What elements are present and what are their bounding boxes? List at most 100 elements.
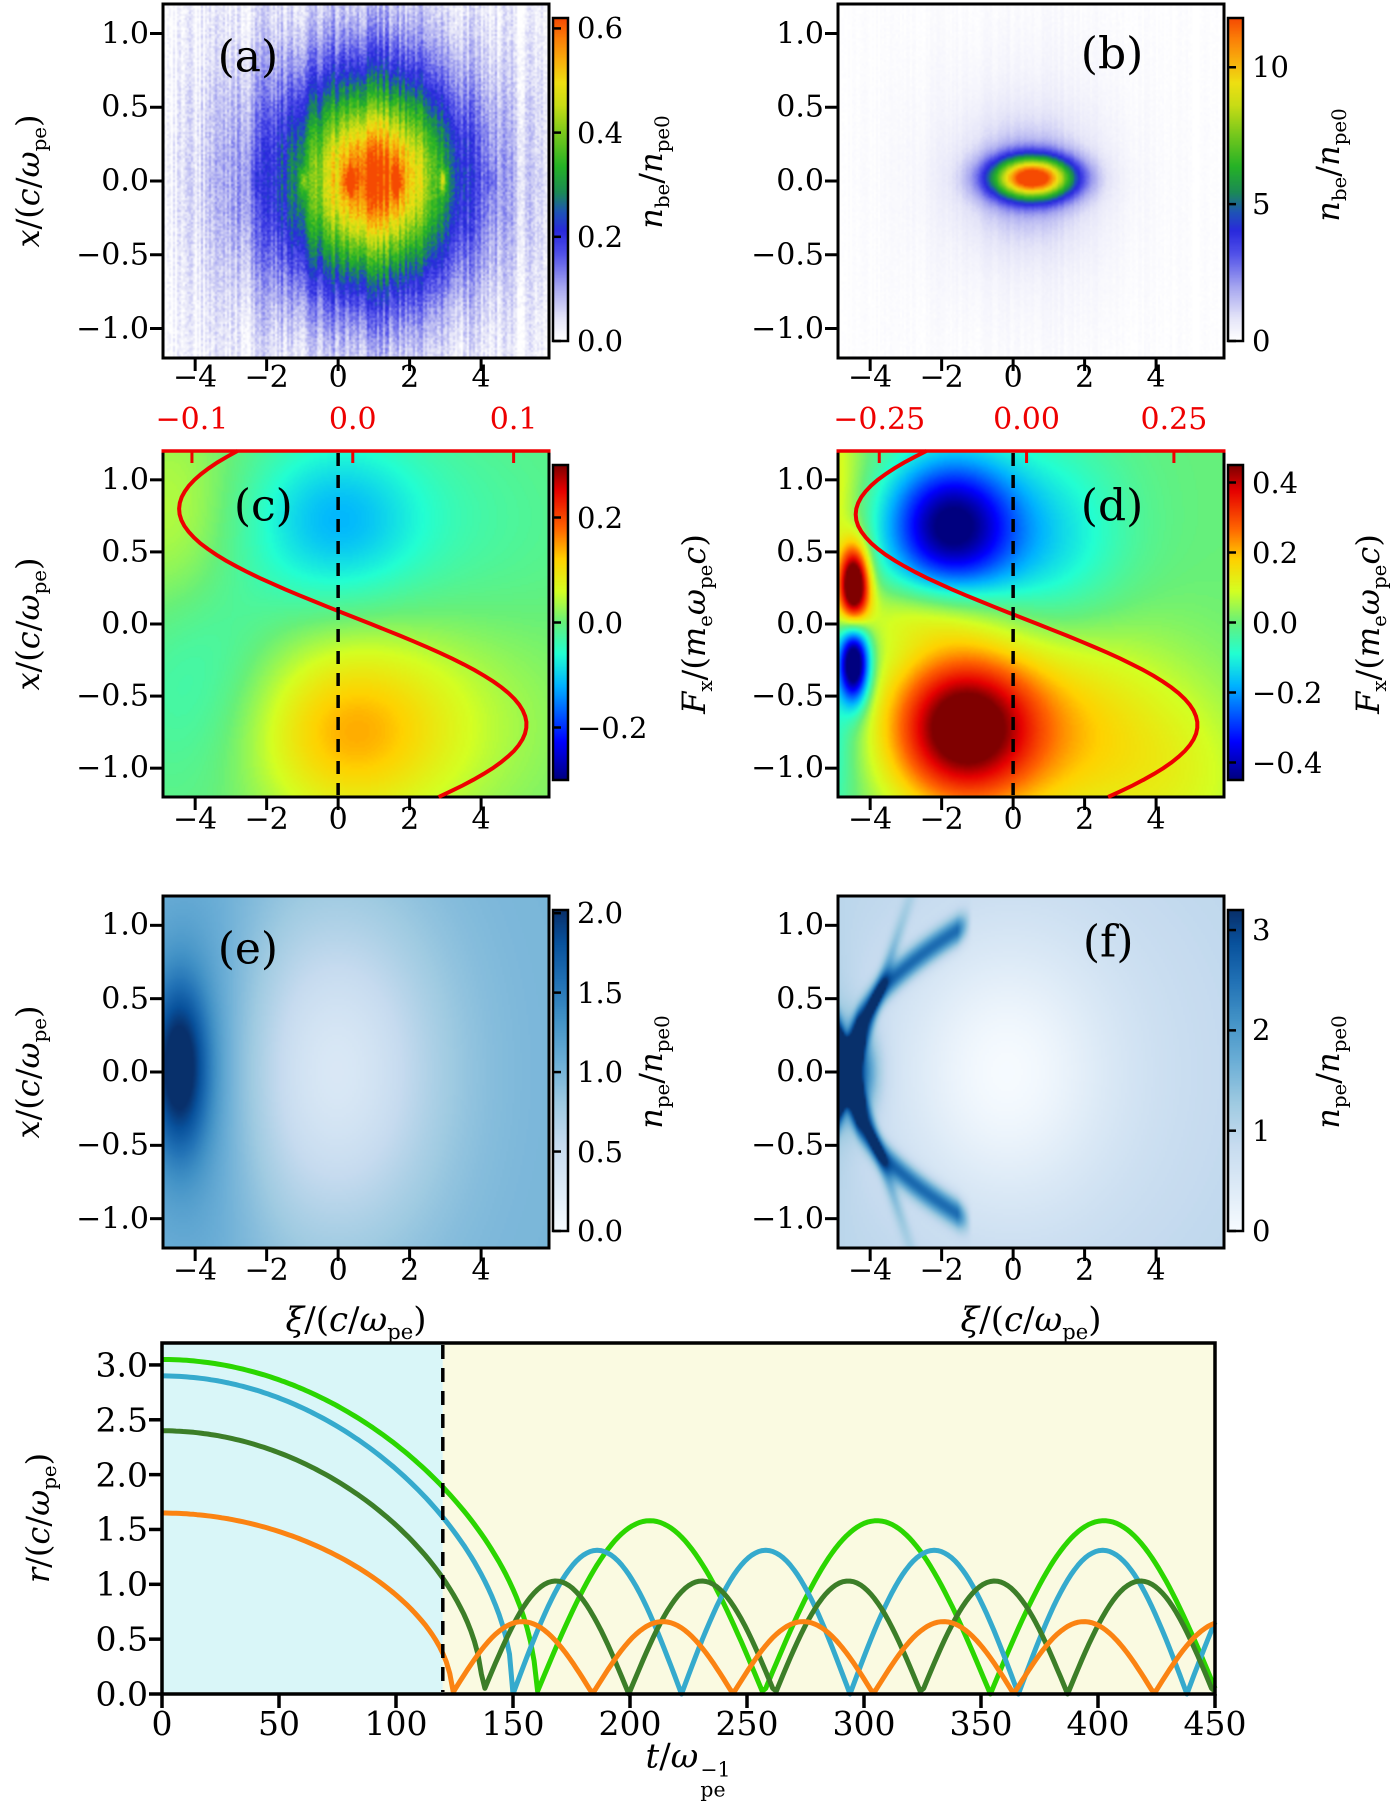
x-tick-label: 2 bbox=[400, 360, 420, 395]
colorbar-tick-label: 0 bbox=[1252, 1214, 1271, 1248]
y-tick-label: 1.0 bbox=[101, 462, 149, 498]
y-tick-label: 0.0 bbox=[776, 163, 824, 199]
colorbar-tick-label: 3 bbox=[1252, 913, 1271, 948]
colorbar-tick-label: 10 bbox=[1252, 50, 1289, 85]
g-x-tick-label: 350 bbox=[949, 1704, 1013, 1743]
x-tick-label: 4 bbox=[1146, 360, 1166, 395]
y-tick-label: 0.0 bbox=[101, 1054, 149, 1090]
g-x-tick-label: 450 bbox=[1183, 1704, 1247, 1743]
panel-letter-g: (g) bbox=[505, 1378, 569, 1430]
colorbar-tick-label: 0.2 bbox=[577, 500, 624, 535]
red-tick-label: 0.0 bbox=[328, 402, 377, 437]
g-x-axis-label: t/ω −1 pe bbox=[645, 1736, 731, 1801]
g-y-tick-label: 1.5 bbox=[95, 1509, 148, 1549]
y-tick-label: 1.0 bbox=[776, 16, 824, 51]
colorbar-tick-label: 1.0 bbox=[577, 1055, 624, 1090]
panel-letter-a: (a) bbox=[217, 31, 279, 83]
x-tick-label: 2 bbox=[400, 1253, 420, 1288]
colorbar-label-b: nbe/npe0 bbox=[1308, 108, 1352, 222]
x-tick-label: 4 bbox=[1146, 1253, 1166, 1288]
g-x-tick-label: 150 bbox=[481, 1704, 545, 1743]
x-tick-label: −2 bbox=[244, 1253, 289, 1288]
colorbar-b bbox=[1228, 18, 1243, 341]
x-tick-label: 0 bbox=[328, 802, 348, 837]
g-y-tick-label: 3.0 bbox=[95, 1345, 148, 1385]
x-axis-label-e: ξ/(c/ωpe) bbox=[285, 1300, 427, 1344]
y-tick-label: −0.5 bbox=[76, 1127, 149, 1163]
g-x-tick-label: 300 bbox=[832, 1704, 896, 1743]
x-tick-label: 4 bbox=[471, 802, 491, 837]
colorbar-tick-label: 0.2 bbox=[1252, 535, 1299, 570]
x-tick-label: 0 bbox=[1003, 1253, 1023, 1288]
colorbar-d bbox=[1228, 465, 1243, 780]
heatmap-d bbox=[838, 451, 1224, 797]
colorbar-label-e: npe/npe0 bbox=[631, 1015, 675, 1129]
y-axis-label-row3: x/(c/ωpe) bbox=[8, 1005, 52, 1139]
y-tick-label: 0.0 bbox=[101, 606, 149, 642]
colorbar-tick-label: 0.6 bbox=[577, 11, 624, 46]
y-tick-label: −0.5 bbox=[751, 237, 824, 273]
x-tick-label: 0 bbox=[1003, 802, 1023, 837]
x-tick-label: −4 bbox=[848, 802, 893, 837]
colorbar-tick-label: −0.4 bbox=[1252, 745, 1323, 780]
g-x-tick-label: 250 bbox=[715, 1704, 779, 1743]
x-axis-label-f: ξ/(c/ωpe) bbox=[960, 1300, 1102, 1344]
y-tick-label: −1.0 bbox=[751, 750, 824, 786]
x-tick-label: −4 bbox=[173, 1253, 218, 1288]
y-tick-label: −1.0 bbox=[751, 1201, 824, 1237]
colorbar-tick-label: −0.2 bbox=[1252, 675, 1323, 710]
red-tick-label: 0.1 bbox=[489, 402, 538, 437]
y-axis-label-row2: x/(c/ωpe) bbox=[8, 557, 52, 691]
y-tick-label: 0.0 bbox=[776, 606, 824, 642]
x-tick-label: 2 bbox=[1075, 1253, 1095, 1288]
colorbar-tick-label: 0.4 bbox=[577, 115, 624, 150]
y-tick-label: 0.0 bbox=[101, 163, 149, 199]
panel-letter-b: (b) bbox=[1080, 28, 1144, 80]
g-plot-border bbox=[160, 1341, 1217, 1696]
g-y-tick-label: 2.5 bbox=[95, 1400, 148, 1440]
x-tick-label: 0 bbox=[328, 1253, 348, 1288]
x-tick-label: 4 bbox=[471, 360, 491, 395]
colorbar-tick-label: 0.0 bbox=[1252, 605, 1299, 640]
x-tick-label: 2 bbox=[400, 802, 420, 837]
y-tick-label: 1.0 bbox=[101, 16, 149, 51]
heatmap-c bbox=[163, 451, 549, 797]
y-tick-label: 1.0 bbox=[101, 907, 149, 943]
colorbar-tick-label: 0.0 bbox=[577, 1214, 624, 1248]
colorbar-tick-label: 2 bbox=[1252, 1013, 1271, 1048]
x-tick-label: −4 bbox=[848, 1253, 893, 1288]
colorbar-label-d: Fx/(meωpec) bbox=[1348, 534, 1392, 714]
y-tick-label: 1.0 bbox=[776, 462, 824, 498]
y-tick-label: 1.0 bbox=[776, 907, 824, 943]
x-tick-label: −2 bbox=[244, 360, 289, 395]
red-tick-label: −0.25 bbox=[833, 402, 926, 437]
colorbar-tick-label: 0 bbox=[1252, 324, 1271, 358]
x-tick-label: −4 bbox=[848, 360, 893, 395]
red-tick-label: −0.1 bbox=[155, 402, 229, 437]
g-series-inner-ring bbox=[162, 1510, 1216, 1695]
x-tick-label: 0 bbox=[328, 360, 348, 395]
g-x-tick-label: 50 bbox=[258, 1704, 300, 1743]
y-tick-label: 0.0 bbox=[776, 1054, 824, 1090]
g-region-0 bbox=[162, 1343, 443, 1694]
colorbar-tick-label: 2.0 bbox=[577, 896, 624, 931]
colorbar-tick-label: 5 bbox=[1252, 187, 1271, 222]
panel-letter-f: (f) bbox=[1082, 916, 1134, 968]
panel-letter-d: (d) bbox=[1080, 480, 1144, 532]
g-x-tick-label: 100 bbox=[364, 1704, 428, 1743]
y-tick-label: 0.5 bbox=[101, 534, 149, 570]
colorbar-tick-label: −0.2 bbox=[577, 710, 648, 745]
y-axis-label-row1: x/(c/ωpe) bbox=[8, 114, 52, 248]
g-y-tick-label: 0.0 bbox=[95, 1674, 148, 1714]
colorbar-f bbox=[1228, 910, 1243, 1231]
colorbar-tick-label: 0.5 bbox=[577, 1134, 624, 1169]
colorbar-a bbox=[553, 18, 568, 341]
y-tick-label: 0.5 bbox=[776, 534, 824, 570]
x-tick-label: −4 bbox=[173, 802, 218, 837]
colorbar-label-f: npe/npe0 bbox=[1308, 1015, 1352, 1129]
g-x-tick-label: 0 bbox=[151, 1704, 173, 1743]
y-tick-label: −0.5 bbox=[76, 237, 149, 273]
y-tick-label: −1.0 bbox=[76, 750, 149, 786]
colorbar-e bbox=[553, 910, 568, 1231]
